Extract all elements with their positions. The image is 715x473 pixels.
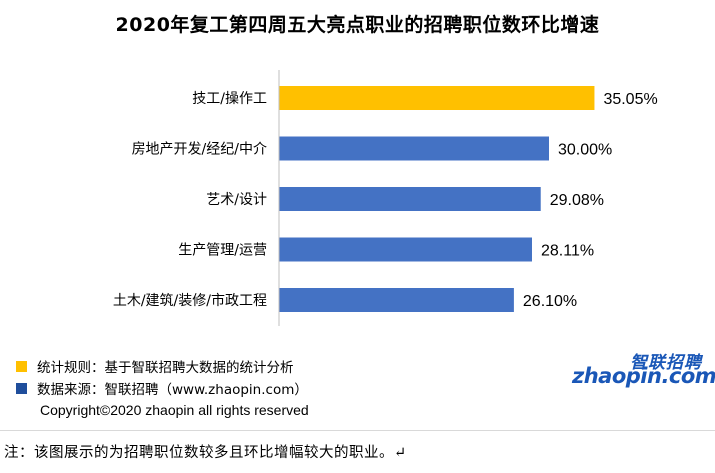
legend-note-rule-text: 统计规则：基于智联招聘大数据的统计分析	[37, 360, 294, 376]
bar-1	[279, 136, 549, 161]
legend-note-source-text: 数据来源：智联招聘（www.zhaopin.com）	[37, 382, 308, 398]
value-label-4: 26.10%	[523, 293, 577, 310]
category-label-3: 生产管理/运营	[178, 243, 267, 259]
value-label-1: 30.00%	[558, 142, 612, 159]
bar-4	[279, 288, 514, 312]
zhaopin-logo: 智联招聘 zhaopin.com	[568, 348, 715, 394]
chart-title: 2020年复工第四周五大亮点职业的招聘职位数环比增速	[115, 14, 600, 36]
bar-3	[279, 237, 532, 262]
category-label-2: 艺术/设计	[206, 192, 267, 208]
legend-swatch-source	[16, 382, 27, 394]
bar-chart: 技工/操作工 35.05% 房地产开发/经纪/中介 30.00% 艺术/设计 29.08%…	[113, 70, 658, 326]
note-divider	[0, 430, 715, 431]
category-label-4: 土木/建筑/装修/市政工程	[113, 292, 267, 309]
value-label-2: 29.08%	[550, 192, 604, 209]
legend-note-source: 数据来源：智联招聘（www.zhaopin.com）	[16, 378, 308, 398]
bar-0	[279, 86, 595, 110]
bar-2	[279, 187, 541, 211]
logo-en-text: zhaopin.com	[572, 364, 715, 388]
copyright-text: Copyright©2020 zhaopin all rights reserv…	[40, 402, 309, 418]
category-label-1: 房地产开发/经纪/中介	[132, 142, 267, 158]
value-label-3: 28.11%	[541, 243, 594, 260]
legend-note-rule: 统计规则：基于智联招聘大数据的统计分析	[16, 356, 294, 376]
category-label-0: 技工/操作工	[192, 91, 267, 107]
logo-cn-text: 智联招聘	[630, 353, 702, 373]
legend-swatch-rule	[16, 360, 27, 372]
footnote: 注：该图展示的为招聘职位数较多且环比增幅较大的职业。↵	[4, 445, 407, 461]
value-label-0: 35.05%	[603, 91, 657, 108]
